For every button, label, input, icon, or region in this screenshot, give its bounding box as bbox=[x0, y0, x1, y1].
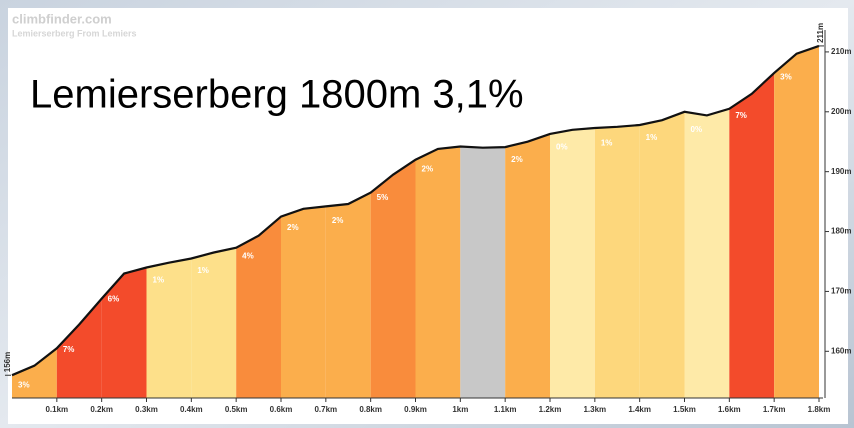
x-tick-label: 1.7km bbox=[763, 405, 786, 414]
grade-label: 3% bbox=[780, 72, 792, 81]
x-tick-label: 1.5km bbox=[673, 405, 696, 414]
y-tick-label: 190m bbox=[831, 167, 851, 176]
grade-label: 0% bbox=[691, 125, 703, 134]
chart-title: Lemierserberg 1800m 3,1% bbox=[30, 73, 524, 117]
grade-label: 2% bbox=[422, 164, 434, 173]
y-tick-label: 210m bbox=[831, 47, 851, 56]
grade-label: 0% bbox=[556, 143, 568, 152]
y-tick-label: 200m bbox=[831, 107, 851, 116]
x-tick-label: 0.9km bbox=[404, 405, 427, 414]
watermark: climbfinder.com bbox=[12, 11, 112, 26]
grade-label: 1% bbox=[601, 138, 613, 147]
page: climbfinder.com Lemierserberg From Lemie… bbox=[0, 0, 854, 428]
grade-label: 2% bbox=[511, 155, 523, 164]
grade-label: 2% bbox=[287, 223, 299, 232]
x-tick-label: 0.4km bbox=[180, 405, 203, 414]
x-tick-label: 0.6km bbox=[270, 405, 293, 414]
x-tick-label: 1.6km bbox=[718, 405, 741, 414]
y-tick-label: 180m bbox=[831, 227, 851, 236]
x-tick-label: 1.2km bbox=[539, 405, 562, 414]
x-tick-label: 0.3km bbox=[135, 405, 158, 414]
x-tick-label: 0.8km bbox=[359, 405, 382, 414]
x-tick-label: 0.2km bbox=[90, 405, 113, 414]
x-tick-label: 0.7km bbox=[314, 405, 337, 414]
grade-label: 2% bbox=[332, 216, 344, 225]
x-tick-label: 0.5km bbox=[225, 405, 248, 414]
grade-label: 4% bbox=[242, 252, 254, 261]
grade-label: 3% bbox=[18, 381, 30, 390]
grade-label: 1% bbox=[646, 133, 658, 142]
chart: climbfinder.com Lemierserberg From Lemie… bbox=[0, 0, 854, 428]
x-tick-label: 1.1km bbox=[494, 405, 517, 414]
subtitle: Lemierserberg From Lemiers bbox=[12, 28, 137, 38]
x-tick-label: 1km bbox=[452, 405, 468, 414]
elevation-label: 156m bbox=[3, 352, 12, 372]
x-tick-label: 0.1km bbox=[45, 405, 68, 414]
grade-label: 7% bbox=[63, 345, 75, 354]
grade-label: 7% bbox=[735, 111, 747, 120]
x-tick-label: 1.3km bbox=[583, 405, 606, 414]
grade-label: 1% bbox=[197, 266, 209, 275]
x-tick-label: 1.8km bbox=[808, 405, 831, 414]
x-tick-label: 1.4km bbox=[628, 405, 651, 414]
grade-label: 1% bbox=[153, 276, 165, 285]
grade-label: 5% bbox=[377, 193, 389, 202]
y-tick-label: 160m bbox=[831, 346, 851, 355]
elevation-label: 211m bbox=[816, 23, 825, 43]
y-tick-label: 170m bbox=[831, 287, 851, 296]
grade-label: 6% bbox=[108, 295, 120, 304]
